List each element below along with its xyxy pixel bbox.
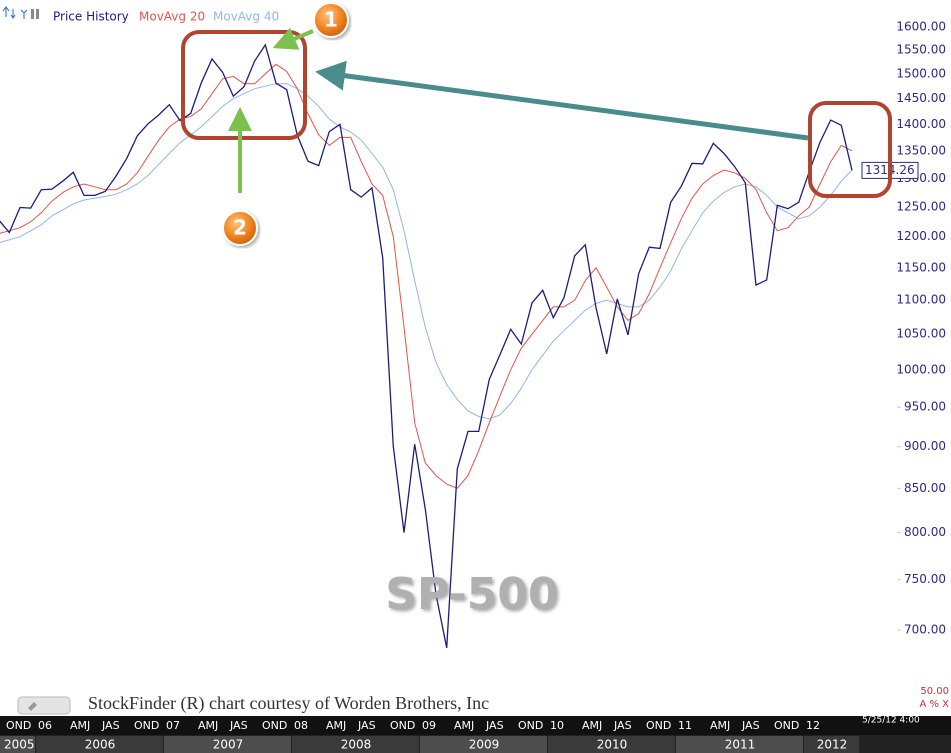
year-axis: 2005 2006 2007 2008 2009 2010 2011 2012: [0, 736, 859, 753]
x-tick-label: JAS: [485, 719, 504, 732]
x-tick-label: OND: [6, 719, 31, 732]
watermark: SP-500: [385, 569, 558, 620]
y-tick-label: 800.00: [904, 525, 946, 539]
y-tick-label: 700.00: [904, 622, 946, 636]
x-tick-label: OND: [518, 719, 543, 732]
y-tick-label: 1000.00: [896, 362, 946, 376]
year-band: [164, 736, 291, 753]
series-line: [0, 43, 853, 649]
y-tick-label: 1200.00: [896, 229, 946, 243]
callout-number: 2: [233, 216, 247, 240]
x-tick-label: OND: [774, 719, 799, 732]
y-tick-label: 900.00: [904, 439, 946, 453]
time-axis-bar: [0, 716, 951, 735]
y-tick-label: 850.00: [904, 481, 946, 495]
y-tick-label: 1600.00: [896, 19, 946, 33]
plot-area: 1600.00 1550.00 1500.00 1450.00 1400.00 1350.…: [0, 19, 946, 649]
x-tick-label: AMJ: [454, 719, 474, 732]
arrow: [272, 27, 314, 50]
credit: StockFinder (R) chart courtesy of Worden…: [88, 693, 489, 714]
year-band: [36, 736, 163, 753]
year-band: [292, 736, 419, 753]
year-label: 2011: [725, 738, 756, 752]
year-band: [804, 736, 859, 753]
x-tick-label: 12: [806, 719, 820, 732]
highlight-box: [808, 101, 892, 198]
x-tick-label: JAS: [741, 719, 760, 732]
x-tick-label: JAS: [357, 719, 376, 732]
x-tick-label: 10: [550, 719, 564, 732]
y-tick-label: 1250.00: [896, 199, 946, 213]
timestamp: 5/25/12 4:00: [862, 716, 920, 726]
callout-badge: [313, 2, 349, 38]
year-label: 2007: [213, 738, 244, 752]
legend-entry[interactable]: MovAvg 40: [213, 10, 279, 24]
x-tick-label: JAS: [101, 719, 120, 732]
y-tick-label: 1100.00: [896, 293, 946, 307]
y-tick-label: 1450.00: [896, 91, 946, 105]
legend-entry[interactable]: Price History: [53, 10, 129, 24]
x-tick-label: OND: [390, 719, 415, 732]
x-tick-label: AMJ: [582, 719, 602, 732]
corner-label: 50.00: [920, 686, 949, 697]
x-tick-label: 09: [422, 719, 436, 732]
x-tick-label: 11: [678, 719, 692, 732]
series-line: [0, 63, 853, 489]
year-label: 2005: [4, 738, 35, 752]
y-tick-label: 1150.00: [896, 260, 946, 274]
y-tick-label: 1350.00: [896, 143, 946, 157]
year-label: 2006: [85, 738, 116, 752]
legend-entry[interactable]: MovAvg 20: [139, 10, 205, 24]
series-line: [0, 83, 853, 420]
legend-icons: [2, 6, 39, 19]
y-tick-label: 1400.00: [896, 117, 946, 131]
y-tick-label: 750.00: [904, 572, 946, 586]
button-icon: [28, 702, 37, 711]
x-tick-label: JAS: [613, 719, 632, 732]
x-tick-label: OND: [262, 719, 287, 732]
x-tick-label: 06: [38, 719, 52, 732]
callout-number: 1: [324, 8, 338, 32]
y-tick-label: 1050.00: [896, 327, 946, 341]
year-band: [0, 736, 35, 753]
year-label: 2012: [817, 738, 848, 752]
x-tick-label: AMJ: [710, 719, 730, 732]
corner-label: A % X: [919, 699, 949, 710]
year-band: [420, 736, 547, 753]
callout-badge: [222, 210, 258, 246]
year-label: 2009: [469, 738, 500, 752]
highlight-box: [181, 30, 307, 140]
x-tick-label: OND: [134, 719, 159, 732]
button[interactable]: [17, 696, 71, 715]
year-band: [548, 736, 675, 753]
y-tick-label: 950.00: [904, 400, 946, 414]
year-band: [676, 736, 803, 753]
x-tick-label: AMJ: [198, 719, 218, 732]
x-tick-label: JAS: [229, 719, 248, 732]
y-tick-label: 1550.00: [896, 43, 946, 57]
x-tick-label: 08: [294, 719, 308, 732]
year-label: 2008: [341, 738, 372, 752]
year-label: 2010: [597, 738, 628, 752]
arrow: [315, 60, 809, 141]
x-tick-label: 07: [166, 719, 180, 732]
y-tick-label: 1500.00: [896, 66, 946, 80]
x-tick-label: OND: [646, 719, 671, 732]
x-tick-label: AMJ: [70, 719, 90, 732]
x-tick-label: AMJ: [326, 719, 346, 732]
